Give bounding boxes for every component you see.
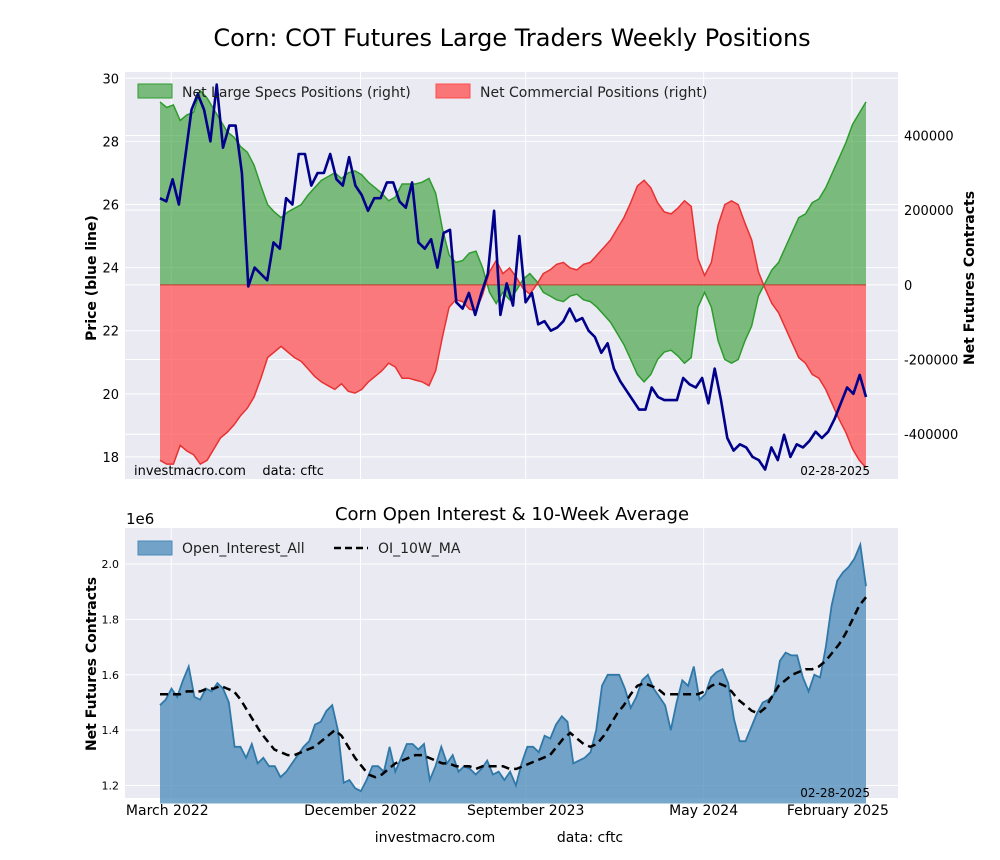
left-y-tick-label: 24 (102, 262, 119, 277)
right-y-tick-label: 0 (904, 279, 912, 294)
legend-label-large-specs: Net Large Specs Positions (right) (182, 85, 411, 101)
left-y-ticks: 18 20 22 24 26 28 30 (102, 72, 119, 466)
commercial-line (159, 179, 867, 469)
right-y-tick-label: 200000 (904, 204, 954, 219)
right-y-tick-label: -200000 (904, 354, 958, 369)
right-y-axis-label: Net Futures Contracts (962, 191, 978, 365)
open-interest-y-axis-label: Net Futures Contracts (84, 577, 100, 751)
date-x-tick-label: March 2022 (126, 803, 209, 819)
left-y-tick-label: 26 (102, 199, 119, 214)
open-interest-y-tick-label: 1.6 (102, 669, 120, 682)
positions-panel: 18 20 22 24 26 28 30 -400000 -200000 0 200000 4000… (84, 72, 978, 479)
legend-label-open-interest: Open_Interest_All (182, 541, 305, 557)
right-y-tick-label: -400000 (904, 428, 958, 443)
date-x-tick-label: September 2023 (467, 803, 584, 819)
legend-swatch-open-interest (137, 540, 173, 556)
open-interest-y-tick-label: 1.2 (102, 780, 120, 793)
legend-swatch-commercial (435, 83, 471, 99)
left-y-tick-label: 28 (102, 135, 119, 150)
commercial-area (160, 180, 866, 468)
large-specs-area (160, 90, 866, 382)
open-interest-date-annotation: 02-28-2025 (800, 786, 870, 800)
scale-offset-label: 1e6 (126, 510, 154, 528)
open-interest-area (159, 541, 867, 804)
legend-label-moving-average: OI_10W_MA (378, 541, 461, 557)
positions-date-annotation: 02-28-2025 (800, 464, 870, 478)
open-interest-panel: Corn Open Interest & 10-Week Average 1e6… (84, 504, 898, 819)
date-x-ticks: March 2022 December 2022 September 2023 May… (126, 803, 889, 819)
date-x-tick-label: February 2025 (787, 803, 889, 819)
price-line (159, 83, 868, 471)
left-y-tick-label: 22 (102, 325, 119, 340)
left-y-tick-label: 20 (102, 388, 119, 403)
footer-site: investmacro.com (375, 830, 495, 846)
open-interest-fill (160, 544, 866, 804)
left-y-tick-label: 30 (102, 72, 119, 87)
right-y-tick-label: 400000 (904, 129, 954, 144)
left-y-tick-label: 18 (102, 451, 119, 466)
open-interest-title: Corn Open Interest & 10-Week Average (335, 504, 689, 525)
price-line-layer (159, 83, 868, 471)
open-interest-y-tick-label: 1.4 (102, 724, 120, 737)
positions-source-annotation: investmacro.com data: cftc (134, 464, 324, 479)
open-interest-y-tick-label: 2.0 (102, 558, 120, 571)
open-interest-legend: Open_Interest_All OI_10W_MA (137, 540, 461, 557)
open-interest-y-tick-label: 1.8 (102, 613, 120, 626)
footer-data-source: data: cftc (557, 830, 623, 846)
legend-swatch-large-specs (137, 83, 173, 99)
date-x-tick-label: December 2022 (304, 803, 417, 819)
right-y-ticks: -400000 -200000 0 200000 400000 (904, 129, 958, 443)
left-y-axis-label: Price (blue line) (84, 215, 100, 341)
positions-legend: Net Large Specs Positions (right) Net Co… (137, 83, 707, 101)
open-interest-y-ticks: 1.2 1.4 1.6 1.8 2.0 (102, 558, 120, 793)
figure-title: Corn: COT Futures Large Traders Weekly P… (213, 24, 810, 52)
date-x-tick-label: May 2024 (669, 803, 738, 819)
open-interest-line (159, 541, 867, 793)
legend-label-commercial: Net Commercial Positions (right) (480, 85, 707, 101)
